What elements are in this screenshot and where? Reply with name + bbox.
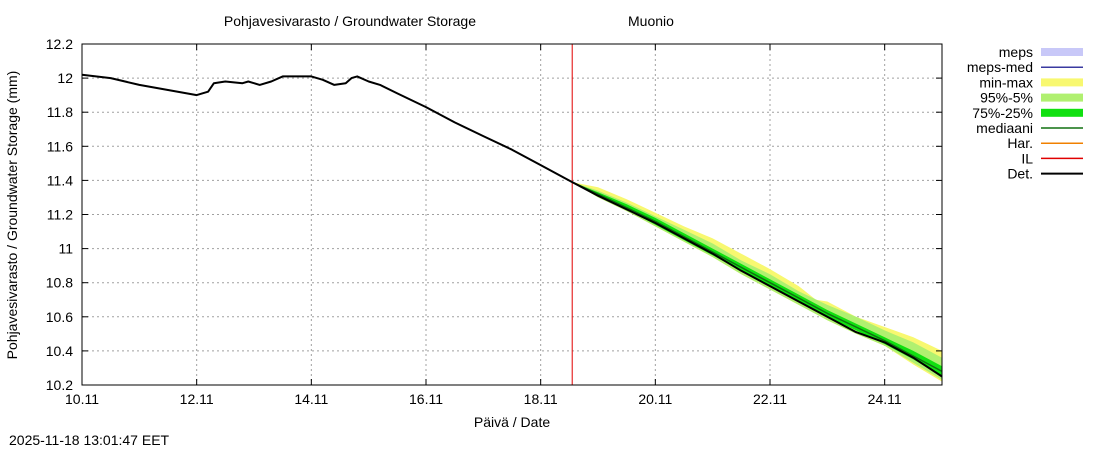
y-tick-label: 10.8	[46, 275, 73, 291]
legend-label: meps-med	[967, 59, 1033, 75]
y-tick-label: 10.4	[46, 343, 73, 359]
band-95-5-	[572, 182, 942, 380]
legend-label: meps	[999, 44, 1033, 60]
x-tick-label: 16.11	[409, 391, 443, 407]
y-tick-label: 10.2	[46, 377, 73, 393]
legend-swatch	[1041, 93, 1083, 102]
y-tick-label: 11.2	[47, 207, 73, 223]
legend-label: Har.	[1007, 135, 1033, 151]
series-line-mediaani	[571, 181, 943, 373]
legend-label: 95%-5%	[980, 90, 1033, 106]
x-tick-label: 14.11	[294, 391, 328, 407]
x-tick-label: 12.11	[180, 391, 214, 407]
series-lines	[81, 44, 943, 385]
chart-title: Pohjavesivarasto / Groundwater Storage	[224, 13, 476, 29]
forecast-bands	[572, 182, 942, 382]
y-tick-label: 12	[57, 70, 73, 86]
legend-swatch	[1041, 48, 1083, 56]
x-tick-label: 24.11	[868, 391, 902, 407]
y-tick-label: 11.6	[47, 138, 73, 154]
x-tick-label: 18.11	[524, 391, 558, 407]
legend-label: min-max	[979, 74, 1033, 90]
legend-swatch	[1041, 78, 1083, 87]
series-line-det-	[81, 73, 943, 378]
legend: mepsmeps-medmin-max95%-5%75%-25%mediaani…	[967, 44, 1083, 182]
y-tick-label: 10.6	[46, 309, 73, 325]
x-tick-label: 22.11	[753, 391, 787, 407]
legend-label: 75%-25%	[972, 105, 1033, 121]
y-tick-label: 11.8	[47, 104, 73, 120]
x-axis: 10.11 12.11 14.11 16.11 18.11 20.11 22.11 24.11	[65, 44, 902, 407]
legend-label: mediaani	[976, 120, 1033, 136]
y-axis: 10.2 10.4 10.6 10.8 11 11.2 11.4 11.6 11.8 12 12.2	[46, 36, 942, 393]
legend-label: Det.	[1007, 166, 1033, 182]
grid-lines	[82, 44, 942, 385]
legend-swatch	[1041, 108, 1083, 117]
y-axis-label: Pohjavesivarasto / Groundwater Storage (…	[4, 71, 20, 360]
x-tick-label: 20.11	[638, 391, 672, 407]
x-tick-label: 10.11	[65, 391, 99, 407]
y-tick-label: 12.2	[46, 36, 73, 52]
y-tick-label: 11	[58, 241, 73, 257]
chart-location: Muonio	[628, 13, 674, 29]
y-tick-label: 11.4	[47, 172, 73, 188]
legend-label: IL	[1021, 150, 1033, 166]
x-axis-label: Päivä / Date	[474, 414, 550, 430]
timestamp: 2025-11-18 13:01:47 EET	[9, 432, 170, 448]
